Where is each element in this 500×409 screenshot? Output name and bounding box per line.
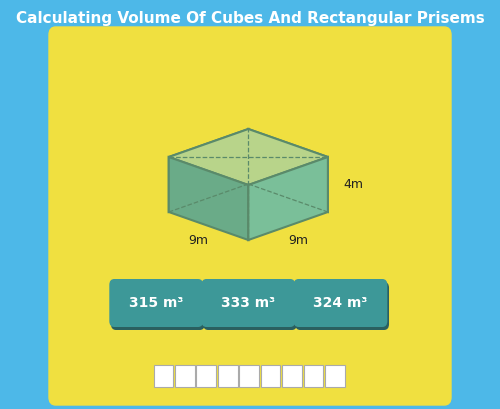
FancyBboxPatch shape [304, 365, 323, 387]
FancyBboxPatch shape [260, 365, 280, 387]
FancyBboxPatch shape [196, 365, 216, 387]
FancyBboxPatch shape [218, 365, 238, 387]
Polygon shape [169, 129, 328, 185]
FancyBboxPatch shape [294, 279, 388, 327]
Polygon shape [169, 157, 248, 240]
Polygon shape [169, 129, 248, 212]
Text: Calculating Volume Of Cubes And Rectangular Prisems: Calculating Volume Of Cubes And Rectangu… [16, 11, 484, 25]
FancyBboxPatch shape [202, 279, 295, 327]
FancyBboxPatch shape [295, 282, 389, 330]
Polygon shape [248, 129, 328, 212]
FancyBboxPatch shape [240, 365, 259, 387]
FancyBboxPatch shape [154, 365, 174, 387]
FancyBboxPatch shape [49, 27, 451, 405]
Text: 4m: 4m [343, 178, 363, 191]
FancyBboxPatch shape [325, 365, 344, 387]
Polygon shape [248, 157, 328, 240]
FancyBboxPatch shape [110, 279, 203, 327]
Text: 315 m³: 315 m³ [129, 296, 184, 310]
Text: 333 m³: 333 m³ [222, 296, 276, 310]
FancyBboxPatch shape [203, 282, 297, 330]
Text: 9m: 9m [188, 234, 208, 247]
FancyBboxPatch shape [282, 365, 302, 387]
FancyBboxPatch shape [175, 365, 195, 387]
Text: 9m: 9m [288, 234, 308, 247]
FancyBboxPatch shape [111, 282, 205, 330]
Text: 324 m³: 324 m³ [314, 296, 368, 310]
